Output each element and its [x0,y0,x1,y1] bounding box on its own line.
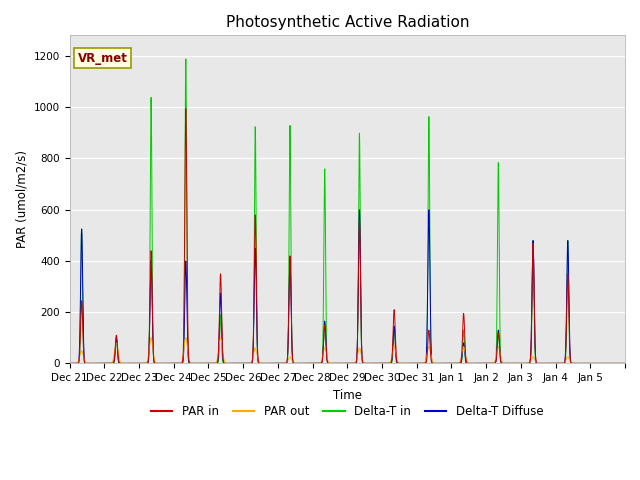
PAR out [398,360,406,366]
Y-axis label: PAR (umol/m2/s): PAR (umol/m2/s) [15,150,28,248]
Delta-T in [500,360,508,366]
PAR in [621,360,629,366]
Delta-T in [181,232,189,238]
Delta-T Diffuse [586,360,594,366]
PAR in [398,360,406,366]
Delta-T Diffuse [368,360,376,366]
PAR in [527,345,535,351]
Delta-T in [541,360,549,366]
Delta-T in [586,360,594,366]
Delta-T in [182,56,189,62]
Delta-T in [368,360,376,366]
PAR in [586,360,594,366]
Delta-T Diffuse [356,207,364,213]
Title: Photosynthetic Active Radiation: Photosynthetic Active Radiation [225,15,469,30]
PAR out [147,335,155,341]
PAR out [181,339,189,345]
PAR out [500,360,508,366]
PAR out [527,358,535,363]
Delta-T in [398,360,406,366]
Delta-T Diffuse [181,304,189,310]
Delta-T in [527,354,535,360]
PAR out [541,360,549,366]
PAR in [500,360,508,366]
X-axis label: Time: Time [333,389,362,402]
Delta-T Diffuse [500,360,508,366]
Text: VR_met: VR_met [78,51,128,65]
Delta-T in [66,360,74,366]
Delta-T Diffuse [398,360,406,366]
PAR in [368,360,376,366]
PAR out [621,360,629,366]
PAR in [181,221,189,227]
Line: Delta-T in: Delta-T in [70,59,625,363]
PAR in [66,360,74,366]
Delta-T Diffuse [621,360,629,366]
Delta-T Diffuse [527,345,535,350]
Line: Delta-T Diffuse: Delta-T Diffuse [70,210,625,363]
Delta-T Diffuse [66,360,74,366]
Line: PAR in: PAR in [70,109,625,363]
PAR in [182,106,189,112]
Delta-T in [621,360,629,366]
Legend: PAR in, PAR out, Delta-T in, Delta-T Diffuse: PAR in, PAR out, Delta-T in, Delta-T Dif… [147,401,548,423]
PAR out [66,360,74,366]
PAR out [586,360,594,366]
Line: PAR out: PAR out [70,338,625,363]
Delta-T Diffuse [541,360,549,366]
PAR out [368,360,376,366]
PAR in [541,360,549,366]
